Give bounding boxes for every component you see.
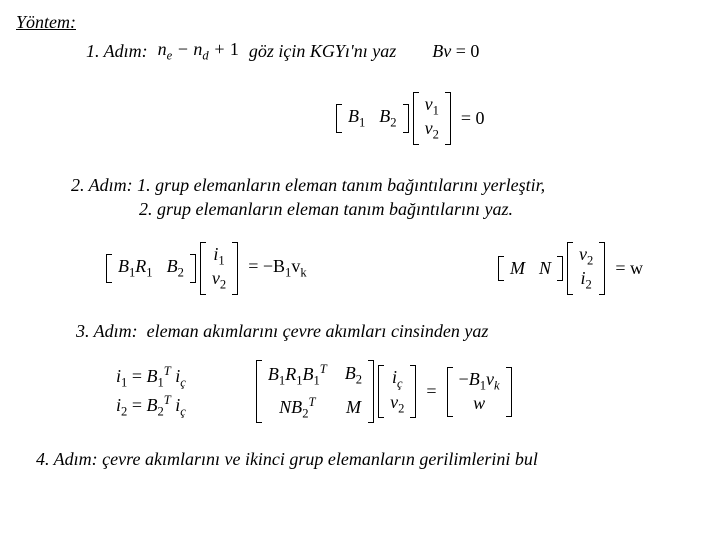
step2-eq-row: B1R1 B2 i1 v2 = −B1vk M N v2 i2 = w (106, 242, 649, 295)
step2-eq-left: B1R1 B2 i1 v2 = −B1vk (106, 242, 313, 295)
step3-i-eqs: i1 = B1T iç i2 = B2T iç (116, 364, 186, 419)
step4-label: 4. Adım: (36, 449, 98, 469)
step1-row: 1. Adım: ne − nd + 1 göz için KGYı'nı ya… (86, 39, 704, 64)
step1-matrix-eq: B1 B2 v1 v2 = 0 (336, 92, 491, 145)
step2-line2: 2. grup elemanların eleman tanım bağıntı… (139, 199, 513, 219)
step3-text: eleman akımlarını çevre akımları cinsind… (147, 321, 489, 341)
step1-expr: ne − nd + 1 (158, 39, 239, 64)
step1-eq-right: Bv = 0 (432, 41, 479, 62)
eq-sign: = 0 (455, 108, 491, 129)
method-title: Yöntem: (16, 12, 704, 33)
step2-line1: 1. grup elemanların eleman tanım bağıntı… (137, 175, 545, 195)
step3-matrix-eq: B1R1B1T B2 NB2T M iç v2 = −B1vk w (256, 360, 512, 423)
step3-label: 3. Adım: (76, 321, 138, 341)
step3-eq-row: i1 = B1T iç i2 = B2T iç B1R1B1T B2 NB2T … (116, 360, 704, 423)
step4-line: 4. Adım: çevre akımlarını ve ikinci grup… (36, 449, 704, 470)
step4-text: çevre akımlarını ve ikinci grup elemanla… (102, 449, 538, 469)
step2-label: 2. Adım: (71, 175, 133, 195)
step1-label: 1. Adım: (86, 41, 148, 62)
step1-text: göz için KGYı'nı yaz (249, 41, 396, 62)
step2-text: 2. Adım: 1. grup elemanların eleman tanı… (71, 173, 704, 222)
step3-line: 3. Adım: eleman akımlarını çevre akımlar… (76, 321, 704, 342)
step2-eq-right: M N v2 i2 = w (498, 242, 649, 295)
